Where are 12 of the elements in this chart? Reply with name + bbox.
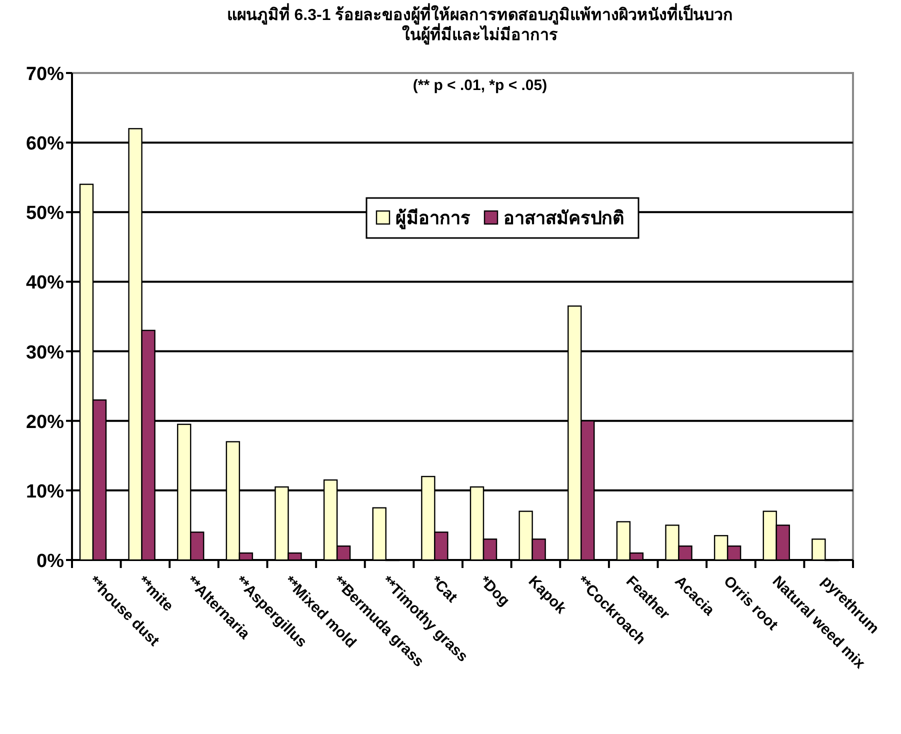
y-tick-label: 40% bbox=[26, 272, 64, 294]
y-tick-label: 20% bbox=[26, 412, 64, 433]
legend-label: ผู้มีอาการ bbox=[396, 208, 470, 230]
y-tick-label: 0% bbox=[36, 551, 64, 572]
legend-label: อาสาสมัครปกติ bbox=[504, 208, 624, 228]
y-tick-label: 70% bbox=[26, 64, 64, 85]
y-tick-label: 30% bbox=[26, 342, 64, 364]
chart-subtitle: (** p < .01, *p < .05) bbox=[412, 77, 548, 94]
y-tick-label: 10% bbox=[26, 481, 64, 502]
y-tick-label: 50% bbox=[26, 203, 64, 224]
chart-title: แผนภูมิที่ 6.3-1 ร้อยละของผู้ที่ให้ผลการทดสอบภูมิแพ้ทางผิวหนังที่เป็นบวก ในผู้ที่มีและไม่มีอาการ bbox=[226, 3, 734, 46]
y-tick-label: 60% bbox=[26, 134, 64, 155]
